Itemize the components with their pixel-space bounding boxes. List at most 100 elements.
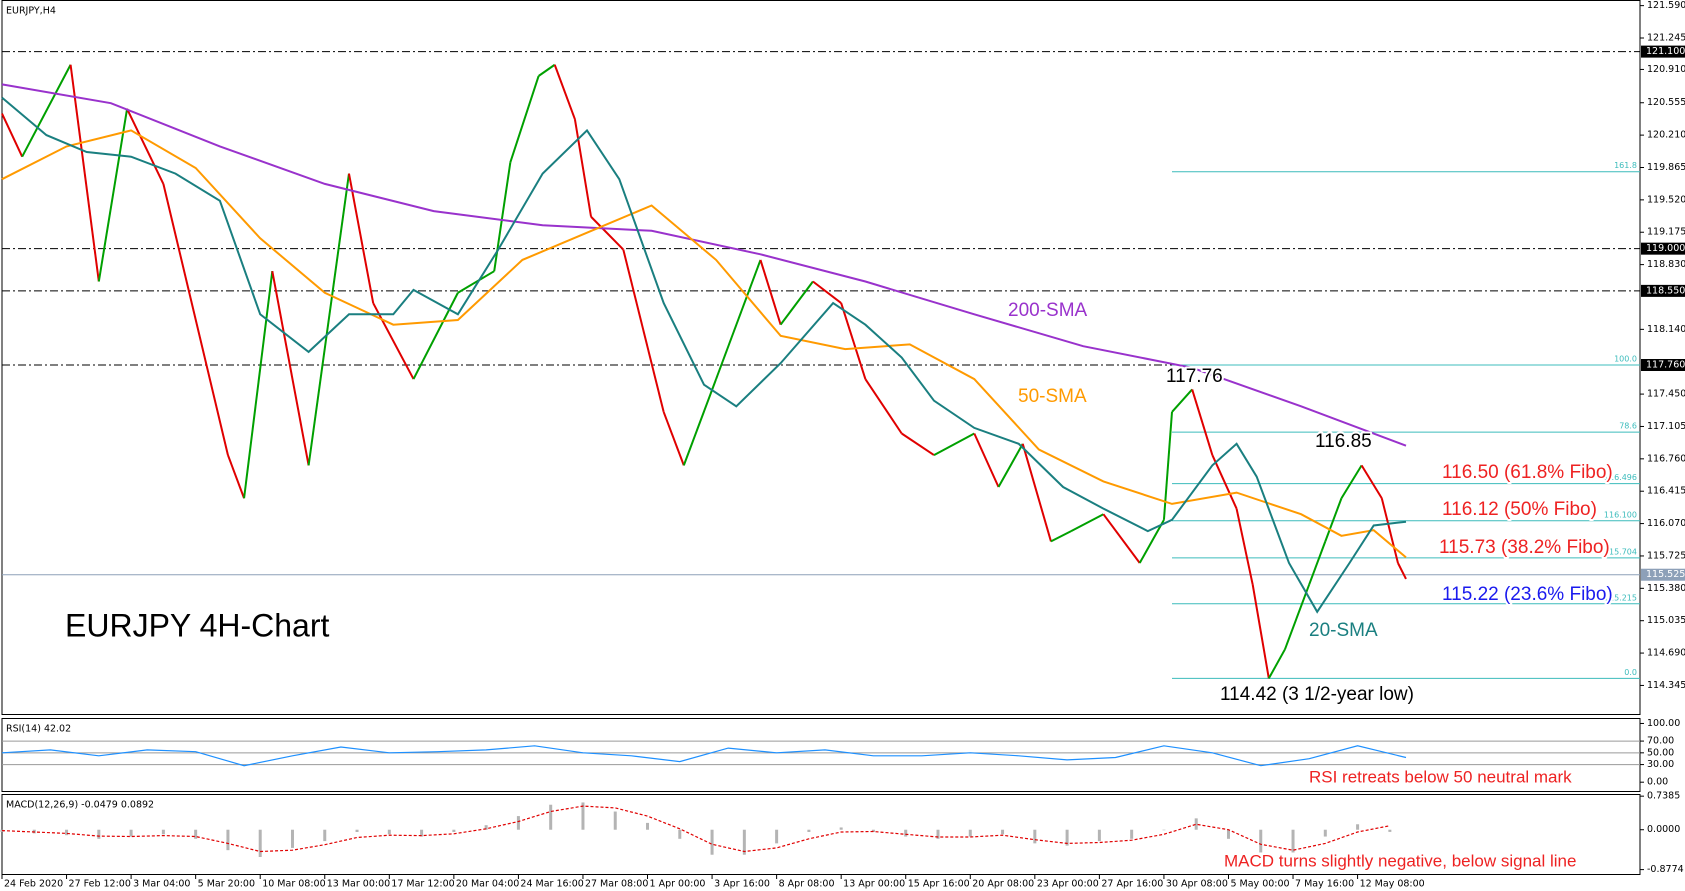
macd-bar xyxy=(646,822,650,830)
macd-bar xyxy=(904,829,908,837)
price-label: 115.525 xyxy=(1646,569,1685,580)
macd-bar xyxy=(1259,829,1263,853)
macd-bar xyxy=(65,829,69,836)
fib-label: 116.100 xyxy=(1604,510,1637,519)
macd-bar xyxy=(839,827,843,830)
macd-bar xyxy=(710,829,714,855)
price-down xyxy=(1191,389,1214,456)
annotation: 115.73 (38.2% Fibo) xyxy=(1439,537,1610,558)
macd-bar xyxy=(1097,829,1101,842)
macd-bar xyxy=(1130,829,1134,839)
macd-bar xyxy=(1291,829,1295,853)
price-down xyxy=(590,216,625,251)
price-down xyxy=(973,433,1000,488)
x-tick-label: 20 Apr 08:00 xyxy=(972,879,1034,890)
price-down xyxy=(226,454,246,499)
x-tick-label: 17 Mar 12:00 xyxy=(391,879,454,890)
x-tick-label: 10 Mar 08:00 xyxy=(262,879,325,890)
price-down xyxy=(1211,454,1238,509)
price-down xyxy=(1102,513,1141,564)
y-tick-label: 117.105 xyxy=(1647,421,1685,432)
macd-bar xyxy=(549,804,553,830)
signal-line xyxy=(1,805,1391,853)
panel-title: MACD(12,26,9) -0.0479 0.0892 xyxy=(6,800,154,811)
price-down xyxy=(69,64,100,282)
annotation: 117.76 xyxy=(1166,366,1223,387)
panel-frame xyxy=(1,0,1641,715)
price-up xyxy=(97,108,129,282)
y-tick-label: 120.910 xyxy=(1647,64,1685,75)
macd-bar xyxy=(1356,824,1360,830)
y-tick-label: 119.175 xyxy=(1647,227,1685,238)
price-down xyxy=(840,302,867,380)
y-tick-label: 116.070 xyxy=(1647,518,1685,529)
price-down xyxy=(271,270,310,466)
level-label-box xyxy=(1641,45,1685,58)
y-tick-label: 114.345 xyxy=(1647,680,1685,691)
sma-line xyxy=(1,96,1407,614)
macd-bar xyxy=(1226,829,1230,839)
price-down xyxy=(864,378,903,435)
macd-bar xyxy=(1033,829,1037,844)
sma-label: 20-SMA xyxy=(1309,620,1378,641)
fib-label: 115.215 xyxy=(1604,593,1637,602)
macd-bar xyxy=(129,829,133,837)
panel-frame xyxy=(1,794,1641,875)
macd-bar xyxy=(1065,829,1069,846)
annotation: 114.42 (3 1/2-year low) xyxy=(1220,684,1414,705)
macd-bar xyxy=(161,829,165,835)
macd-bar xyxy=(290,829,294,848)
x-tick-label: 1 Apr 00:00 xyxy=(650,879,706,890)
sma-label: 50-SMA xyxy=(1018,386,1087,407)
x-tick-label: 5 Mar 20:00 xyxy=(198,879,255,890)
panel-frame xyxy=(1,718,1641,792)
x-tick-label: 8 Apr 08:00 xyxy=(779,879,835,890)
level-label-box xyxy=(1641,284,1685,297)
level-label: 118.550 xyxy=(1646,285,1685,296)
y-tick-label: 115.725 xyxy=(1647,550,1685,561)
x-tick-label: 24 Feb 2020 xyxy=(4,879,63,890)
y-tick-label: 0.00 xyxy=(1647,777,1668,788)
price-down xyxy=(347,173,375,304)
price-down xyxy=(1380,498,1399,564)
price-up xyxy=(1284,584,1311,650)
price-down xyxy=(901,432,935,456)
price-down xyxy=(662,411,685,466)
price-down xyxy=(1251,584,1270,679)
price-down xyxy=(553,64,576,120)
macd-bar xyxy=(775,829,779,844)
x-tick-label: 15 Apr 16:00 xyxy=(908,879,970,890)
x-tick-label: 3 Apr 16:00 xyxy=(714,879,770,890)
y-tick-label: 100.00 xyxy=(1647,718,1680,729)
macd-bar xyxy=(613,811,617,830)
price-up xyxy=(1070,513,1104,532)
price-up xyxy=(1171,388,1193,413)
x-tick-label: 30 Apr 08:00 xyxy=(1166,879,1228,890)
price-down xyxy=(573,119,593,217)
x-tick-label: 5 May 00:00 xyxy=(1230,879,1289,890)
x-tick-label: 20 Mar 04:00 xyxy=(456,879,519,890)
macd-bar xyxy=(1162,829,1166,831)
fib-label: 116.496 xyxy=(1604,473,1637,482)
y-tick-label: 119.865 xyxy=(1647,162,1685,173)
macd-bar xyxy=(1388,829,1392,832)
macd-bar xyxy=(194,829,198,839)
x-tick-label: 13 Apr 00:00 xyxy=(843,879,905,890)
fib-label: 78.6 xyxy=(1619,422,1637,431)
level-label: 117.760 xyxy=(1646,360,1685,371)
level-label: 121.100 xyxy=(1646,46,1685,57)
price-down xyxy=(622,249,665,413)
price-up xyxy=(509,75,540,163)
x-tick-label: 27 Apr 16:00 xyxy=(1101,879,1163,890)
panel-title: RSI(14) 42.02 xyxy=(6,724,71,735)
macd-bar xyxy=(968,829,972,837)
price-down xyxy=(1397,562,1407,580)
macd-bar xyxy=(742,829,746,855)
price-up xyxy=(243,271,274,499)
price-up xyxy=(1050,530,1072,543)
price-up xyxy=(457,270,495,294)
annotation: RSI retreats below 50 neutral mark xyxy=(1309,767,1572,786)
macd-bar xyxy=(871,829,875,832)
macd-bar xyxy=(1194,818,1198,830)
